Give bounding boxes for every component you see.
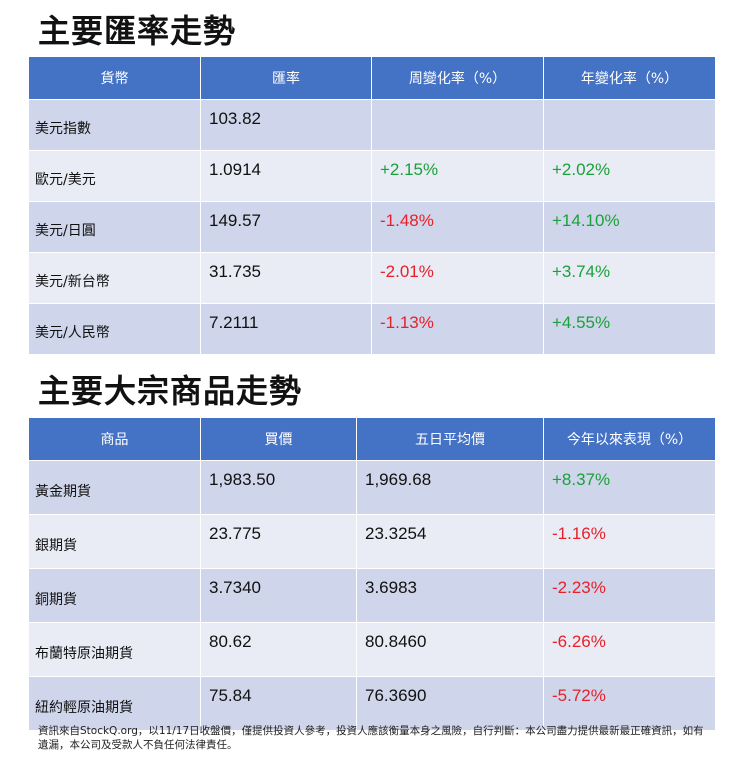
commodity-name: 布蘭特原油期貨 [28,622,201,677]
disclaimer-footnote: 資訊來自StockQ.org，以11/17日收盤價，僅提供投資人參考，投資人應該… [38,725,704,751]
fx-name: 美元/新台幣 [28,252,201,304]
commodity-avg5: 80.8460 [365,632,427,651]
fx-rate: 7.2111 [209,313,259,332]
fx-section-title: 主要匯率走勢 [38,12,237,50]
table-row: 美元指數 103.82 [28,99,716,151]
fx-week-change: -1.48% [380,211,434,230]
commodity-bid: 3.7340 [209,578,261,597]
table-row: 銅期貨 3.7340 3.6983 -2.23% [28,568,716,623]
fx-header-rate: 匯率 [200,56,372,100]
commodity-ytd: +8.37% [552,470,611,489]
commodity-name: 銀期貨 [28,514,201,569]
fx-name: 歐元/美元 [28,150,201,202]
fx-year-change [552,100,715,109]
fx-rate: 31.735 [209,262,261,281]
commodity-avg5: 23.3254 [365,524,427,543]
fx-year-change: +4.55% [552,313,611,332]
commodity-ytd: -2.23% [552,578,606,597]
commodity-bid: 75.84 [209,686,252,705]
table-row: 紐約輕原油期貨 75.84 76.3690 -5.72% [28,676,716,731]
fx-rate: 1.0914 [209,160,261,179]
table-row: 布蘭特原油期貨 80.62 80.8460 -6.26% [28,622,716,677]
fx-year-change: +2.02% [552,160,611,179]
fx-week-change: -1.13% [380,313,434,332]
fx-header-year-change: 年變化率（%） [543,56,716,100]
commodity-bid: 23.775 [209,524,261,543]
commodity-avg5: 3.6983 [365,578,417,597]
commodity-name: 紐約輕原油期貨 [28,676,201,731]
commodity-bid: 1,983.50 [209,470,276,489]
fx-rate: 149.57 [209,211,261,230]
commodity-avg5: 76.3690 [365,686,427,705]
table-row: 美元/新台幣 31.735 -2.01% +3.74% [28,252,716,304]
table-row: 美元/人民幣 7.2111 -1.13% +4.55% [28,303,716,355]
commodities-header-row: 商品 買價 五日平均價 今年以來表現（%） [28,417,716,461]
fx-name: 美元/人民幣 [28,303,201,355]
fx-year-change: +14.10% [552,211,620,230]
table-row: 歐元/美元 1.0914 +2.15% +2.02% [28,150,716,202]
commodities-section-title: 主要大宗商品走勢 [38,372,303,410]
commodity-ytd: -6.26% [552,632,606,651]
commodities-header-bid: 買價 [200,417,357,461]
commodity-avg5: 1,969.68 [365,470,432,489]
fx-week-change: -2.01% [380,262,434,281]
fx-table: 貨幣 匯率 周變化率（%） 年變化率（%） 美元指數 103.82 歐元/美元 … [28,56,716,355]
commodities-header-avg5: 五日平均價 [356,417,544,461]
commodity-name: 銅期貨 [28,568,201,623]
table-row: 銀期貨 23.775 23.3254 -1.16% [28,514,716,569]
commodity-bid: 80.62 [209,632,252,651]
commodity-ytd: -5.72% [552,686,606,705]
table-row: 美元/日圓 149.57 -1.48% +14.10% [28,201,716,253]
commodity-ytd: -1.16% [552,524,606,543]
fx-name: 美元指數 [28,99,201,151]
fx-header-currency: 貨幣 [28,56,201,100]
table-row: 黃金期貨 1,983.50 1,969.68 +8.37% [28,460,716,515]
fx-week-change: +2.15% [380,160,439,179]
commodities-header-name: 商品 [28,417,201,461]
fx-rate: 103.82 [209,109,261,128]
fx-header-row: 貨幣 匯率 周變化率（%） 年變化率（%） [28,56,716,100]
commodities-header-ytd: 今年以來表現（%） [543,417,716,461]
fx-week-change [380,100,543,109]
commodity-name: 黃金期貨 [28,460,201,515]
fx-year-change: +3.74% [552,262,611,281]
fx-name: 美元/日圓 [28,201,201,253]
fx-header-week-change: 周變化率（%） [371,56,544,100]
commodities-table: 商品 買價 五日平均價 今年以來表現（%） 黃金期貨 1,983.50 1,96… [28,417,716,731]
